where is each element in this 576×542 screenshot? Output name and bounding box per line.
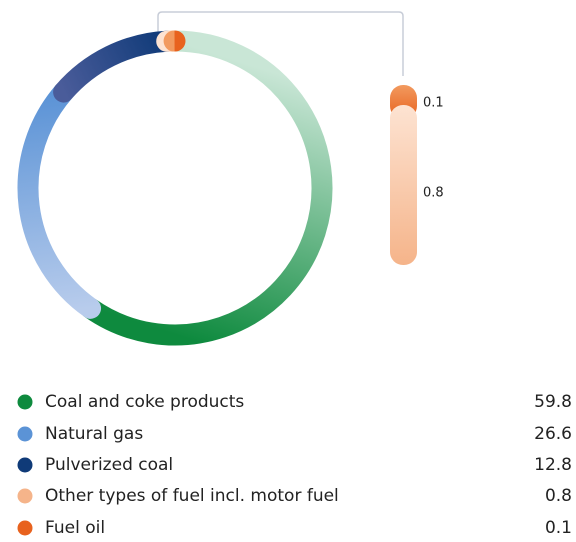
legend-label: Natural gas <box>45 424 143 444</box>
bar-label: 0.1 <box>423 96 444 111</box>
magnified-bar <box>390 105 417 265</box>
donut-segment <box>80 30 333 346</box>
legend-dot <box>17 457 33 473</box>
legend-label: Fuel oil <box>45 518 105 538</box>
legend-dot <box>17 488 33 504</box>
legend-value: 12.8 <box>534 455 572 475</box>
legend-label: Coal and coke products <box>45 392 244 412</box>
connector <box>157 11 404 76</box>
legend-dot <box>17 394 33 410</box>
legend-label: Pulverized coal <box>45 455 173 475</box>
donut-segment <box>17 81 102 319</box>
legend-dot <box>17 520 33 536</box>
legend-label: Other types of fuel incl. motor fuel <box>45 486 339 506</box>
legend-value: 59.8 <box>534 392 572 412</box>
legend-value: 0.8 <box>545 486 572 506</box>
bar-label: 0.8 <box>423 186 444 201</box>
donut-segment <box>53 30 178 103</box>
legend-dot <box>17 426 33 442</box>
legend-value: 0.1 <box>545 518 572 538</box>
legend-value: 26.6 <box>534 424 572 444</box>
